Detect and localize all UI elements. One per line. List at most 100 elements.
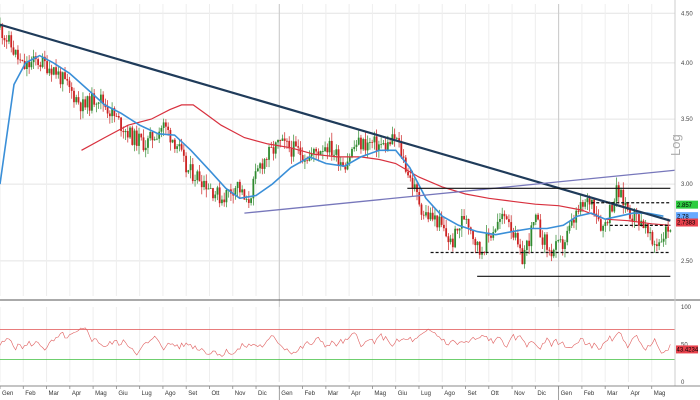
candle-body-67	[149, 132, 152, 139]
candle-body-195	[436, 215, 439, 228]
candle-body-161	[360, 137, 362, 150]
candle-body-162	[362, 139, 365, 150]
candle-body-193	[431, 212, 434, 220]
candle-body-135	[301, 155, 304, 162]
candle-body-155	[346, 161, 349, 170]
candle-body-169	[377, 144, 380, 151]
candle-body-229	[512, 231, 515, 238]
candle-body-35	[77, 97, 80, 103]
candle-body-256	[573, 219, 575, 223]
candle-body-46	[102, 94, 105, 105]
candle-body-199	[445, 228, 448, 237]
candle-body-164	[366, 142, 369, 151]
candle-body-149	[333, 154, 335, 156]
candle-body-128	[286, 140, 288, 142]
badge-ma-short: 2.78	[677, 214, 689, 220]
candle-body-43	[95, 103, 98, 105]
candle-body-99	[221, 199, 223, 204]
candle-body-249	[557, 240, 560, 242]
y-tick-label: 4.50	[681, 11, 693, 17]
candle-body-78	[173, 139, 176, 149]
x-month-label: Set	[468, 391, 477, 397]
candle-body-82	[182, 149, 185, 156]
candle-body-189	[422, 214, 425, 216]
candle-body-75	[167, 126, 170, 131]
x-month-label: Mag	[95, 391, 107, 397]
candle-body-2	[3, 38, 6, 41]
badge-price-bg	[676, 200, 698, 209]
candle-body-198	[443, 224, 445, 229]
candle-body-10	[21, 59, 24, 61]
candle-body-267	[597, 216, 600, 220]
candle-body-230	[514, 233, 517, 238]
candle-body-173	[386, 142, 389, 151]
y-tick-label: 3.50	[681, 117, 693, 123]
x-month-label: Gen	[561, 391, 572, 397]
candle-body-163	[364, 139, 367, 151]
x-month-label: Ott	[491, 391, 499, 397]
candle-body-231	[516, 233, 519, 245]
x-month-label: Mar	[328, 391, 338, 397]
candle-body-156	[348, 157, 351, 162]
candle-body-207	[463, 216, 465, 220]
candle-body-63	[140, 133, 143, 138]
candle-body-172	[384, 143, 387, 151]
candle-body-92	[205, 180, 208, 190]
candle-body-228	[510, 222, 513, 232]
y-tick-label: 3.00	[681, 182, 693, 188]
candle-body-182	[407, 171, 409, 176]
candle-body-70	[156, 138, 158, 140]
candle-body-22	[48, 68, 51, 74]
candle-body-177	[395, 138, 398, 139]
candle-body-12	[26, 61, 28, 69]
candle-body-26	[57, 71, 60, 75]
candle-body-133	[297, 146, 300, 148]
candle-body-96	[214, 194, 217, 199]
candle-body-192	[429, 212, 432, 220]
candle-body-272	[608, 205, 611, 224]
candle-body-194	[434, 215, 436, 220]
candle-body-23	[50, 68, 53, 75]
candle-body-109	[243, 189, 246, 200]
candle-body-238	[532, 222, 535, 226]
candle-body-251	[561, 239, 564, 250]
candle-body-121	[270, 146, 273, 148]
candle-body-265	[593, 199, 596, 214]
candle-body-235	[525, 240, 528, 250]
candle-body-209	[467, 218, 470, 228]
x-month-label: Feb	[584, 391, 595, 397]
candle-body-32	[70, 87, 73, 91]
candle-body-29	[64, 72, 66, 79]
candle-body-73	[162, 122, 165, 129]
candle-body-170	[380, 144, 383, 145]
candle-body-59	[131, 127, 134, 145]
x-month-label: Ago	[444, 391, 455, 397]
candle-body-277	[620, 189, 622, 198]
candle-body-58	[129, 127, 131, 138]
x-month-label: Feb	[25, 391, 36, 397]
candle-body-167	[373, 136, 376, 143]
candle-body-55	[122, 130, 125, 133]
y-tick-label: 4.00	[681, 61, 693, 67]
candle-body-222	[496, 221, 499, 230]
candle-body-134	[299, 147, 302, 156]
candle-body-185	[413, 184, 416, 189]
candle-body-68	[151, 132, 154, 141]
candle-body-76	[169, 130, 172, 143]
candle-body-17	[37, 59, 40, 65]
candle-body-62	[138, 133, 140, 146]
badge-ma-long: 2.7383	[677, 221, 696, 227]
candle-body-138	[308, 156, 311, 161]
candle-body-208	[465, 218, 468, 220]
candle-body-179	[400, 142, 403, 157]
candle-body-268	[599, 219, 602, 231]
candle-body-299	[669, 230, 672, 232]
candle-body-197	[440, 216, 443, 225]
candle-body-154	[344, 166, 347, 170]
candle-body-18	[39, 64, 42, 67]
x-month-label: Mag	[654, 391, 666, 397]
candle-body-254	[568, 225, 571, 231]
candle-body-71	[158, 131, 161, 139]
candle-body-243	[543, 234, 546, 245]
candle-body-90	[200, 181, 203, 188]
